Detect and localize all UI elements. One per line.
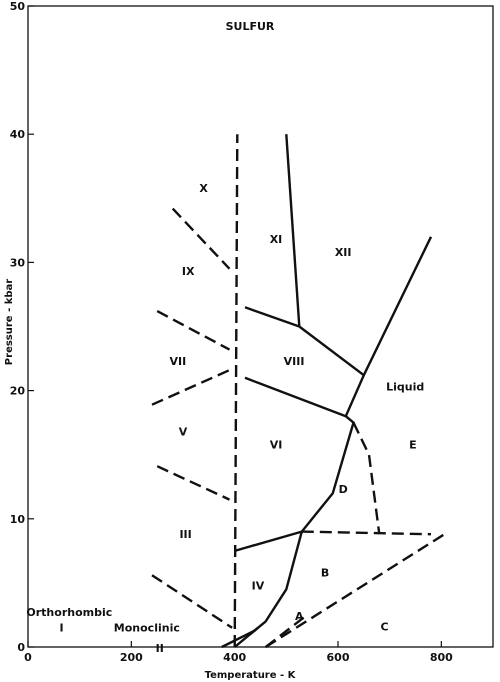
boundary-line-15	[156, 465, 231, 501]
region-label-7: Liquid	[386, 381, 424, 394]
x-tick-label-200: 200	[120, 651, 143, 664]
x-tick-label-600: 600	[327, 651, 350, 664]
boundary-line-17	[233, 626, 259, 648]
boundary-line-13	[156, 310, 231, 351]
x-tick-label-0: 0	[24, 651, 32, 664]
region-label-4: IX	[182, 265, 195, 278]
y-tick-label-30: 30	[10, 256, 26, 269]
boundary-line-4	[244, 374, 365, 418]
region-label-10: E	[409, 438, 417, 451]
region-label-2: XI	[270, 233, 283, 246]
region-label-16: I	[60, 622, 64, 635]
boundary-line-10	[265, 531, 448, 649]
x-axis-title: Temperature - K	[205, 670, 297, 681]
boundary-line-5	[249, 415, 355, 636]
region-label-6: VIII	[284, 355, 305, 368]
region-label-9: VI	[270, 438, 283, 451]
x-tick-label-400: 400	[223, 651, 246, 664]
y-tick-label-40: 40	[10, 128, 26, 141]
region-label-12: III	[179, 528, 191, 541]
region-label-19: A	[295, 610, 304, 623]
plot-frame	[27, 5, 494, 648]
boundary-line-9	[352, 422, 381, 535]
boundary-line-8	[301, 530, 432, 536]
boundary-line-16	[151, 574, 233, 629]
boundary-line-11	[264, 614, 308, 648]
region-label-17: Monoclinic	[114, 622, 180, 635]
boundary-line-2	[285, 134, 301, 327]
region-label-18: II	[156, 642, 164, 655]
boundary-line-3	[244, 236, 433, 377]
region-label-5: VII	[169, 355, 186, 368]
region-label-20: C	[380, 620, 388, 633]
plot-border	[27, 5, 494, 648]
boundary-line-6	[234, 530, 303, 553]
x-tick-label-800: 800	[430, 651, 453, 664]
region-label-1: X	[199, 182, 208, 195]
chart-title: SULFUR	[226, 20, 275, 33]
region-label-14: B	[321, 566, 329, 579]
y-axis-title: Pressure - kbar	[4, 279, 15, 365]
region-label-11: D	[339, 483, 348, 496]
region-label-3: XII	[335, 246, 352, 259]
boundary-line-12	[171, 207, 231, 270]
region-label-15: Orthorhombic	[26, 606, 112, 619]
boundary-line-1	[233, 134, 239, 648]
y-tick-label-20: 20	[10, 385, 26, 398]
axis-ticks: 0 200 400 600 800 0 10 20 30 40 50	[10, 0, 453, 664]
y-tick-label-0: 0	[17, 641, 25, 654]
y-tick-label-10: 10	[10, 513, 26, 526]
region-label-13: IV	[252, 579, 265, 592]
y-tick-label-50: 50	[10, 0, 26, 13]
region-label-8: V	[179, 425, 188, 438]
phase-boundaries	[151, 134, 448, 649]
boundary-line-14	[151, 369, 230, 406]
